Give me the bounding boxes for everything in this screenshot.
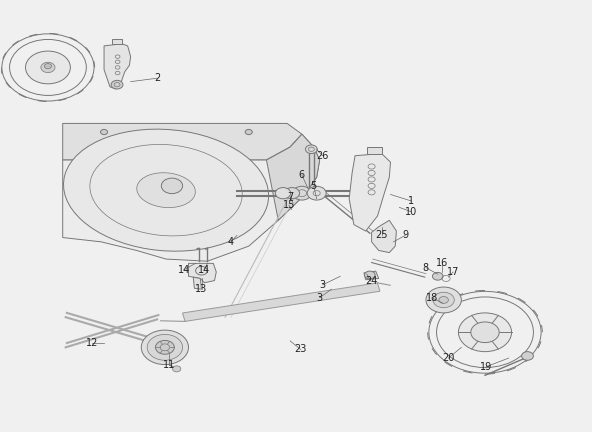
Circle shape [439, 296, 448, 303]
Polygon shape [104, 44, 131, 89]
Text: 9: 9 [402, 230, 408, 240]
Text: 12: 12 [86, 338, 98, 348]
Circle shape [426, 287, 461, 313]
Text: 15: 15 [283, 200, 295, 210]
Circle shape [284, 187, 300, 199]
Text: 3: 3 [317, 293, 323, 303]
Circle shape [432, 273, 443, 280]
Text: 18: 18 [426, 293, 438, 303]
Text: 11: 11 [163, 359, 175, 369]
Circle shape [305, 145, 317, 153]
Text: 1: 1 [408, 196, 414, 206]
Polygon shape [188, 264, 216, 283]
Circle shape [471, 322, 499, 343]
Polygon shape [63, 134, 320, 261]
Circle shape [101, 130, 108, 135]
Circle shape [458, 313, 511, 352]
Text: 19: 19 [480, 362, 493, 372]
Ellipse shape [137, 173, 195, 208]
Circle shape [162, 178, 182, 194]
Circle shape [245, 130, 252, 135]
Polygon shape [372, 220, 397, 253]
Text: 17: 17 [447, 267, 459, 277]
Text: 4: 4 [228, 237, 234, 247]
Circle shape [41, 62, 55, 73]
Circle shape [44, 64, 52, 69]
Circle shape [275, 187, 291, 199]
Text: 16: 16 [436, 258, 449, 268]
Circle shape [141, 330, 188, 365]
Polygon shape [349, 153, 391, 231]
Polygon shape [266, 134, 320, 220]
Circle shape [478, 327, 492, 337]
Circle shape [172, 366, 181, 372]
Text: 10: 10 [405, 206, 417, 217]
Circle shape [111, 80, 123, 89]
Text: 20: 20 [442, 353, 455, 363]
Text: 13: 13 [195, 284, 208, 294]
Polygon shape [367, 147, 382, 153]
Text: 3: 3 [320, 280, 326, 290]
Circle shape [156, 340, 174, 354]
Text: 5: 5 [311, 181, 317, 191]
Circle shape [307, 186, 326, 200]
Polygon shape [193, 277, 201, 289]
Text: 14: 14 [198, 265, 211, 275]
Text: 6: 6 [299, 170, 305, 180]
Circle shape [147, 334, 182, 360]
Ellipse shape [25, 51, 70, 84]
Ellipse shape [63, 129, 269, 251]
Text: 14: 14 [178, 265, 190, 275]
Polygon shape [182, 283, 380, 321]
Polygon shape [364, 271, 379, 280]
Text: 8: 8 [423, 263, 429, 273]
Text: 2: 2 [154, 73, 160, 83]
Circle shape [433, 292, 454, 308]
Polygon shape [63, 124, 302, 160]
Text: 7: 7 [287, 192, 293, 202]
Polygon shape [112, 39, 122, 44]
Circle shape [522, 352, 533, 360]
Ellipse shape [42, 63, 54, 72]
Circle shape [365, 271, 375, 279]
Text: 25: 25 [375, 230, 388, 240]
Text: 23: 23 [295, 344, 307, 355]
Text: 24: 24 [365, 276, 377, 286]
Circle shape [292, 186, 311, 200]
Text: 26: 26 [316, 151, 329, 161]
